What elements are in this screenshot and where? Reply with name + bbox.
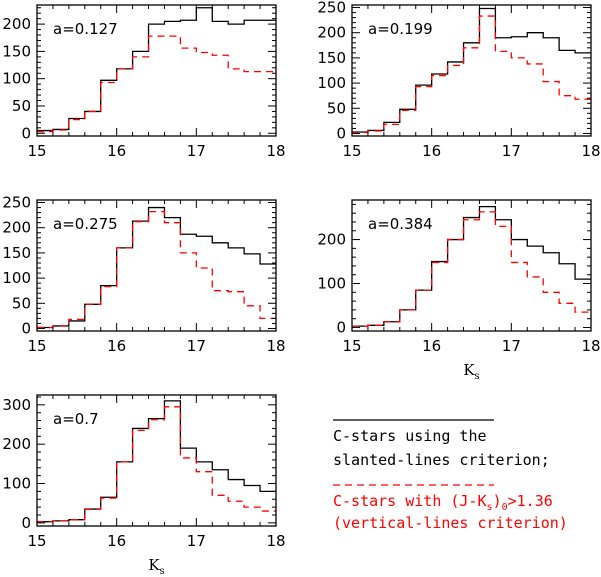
x-tick-label: 18	[266, 142, 285, 160]
series-slanted-line	[37, 206, 276, 329]
panel-1: 15 16 17 18 0 50 100 150 200 a=0.127	[2, 4, 286, 160]
y-tick-label: 50	[12, 294, 31, 312]
legend: C-stars using the slanted-lines criterio…	[333, 419, 568, 532]
x-tick-label: 17	[187, 337, 206, 355]
y-tick-label: 0	[336, 318, 346, 336]
x-tick-label: 18	[581, 337, 600, 355]
x-tick-label: 18	[581, 142, 600, 160]
legend-vertical-line1-b: )	[493, 492, 502, 510]
legend-vertical-sub-0: 0	[502, 502, 508, 513]
x-tick-label: 15	[27, 532, 46, 550]
y-tick-label: 100	[2, 475, 31, 493]
series-vertical-line	[352, 15, 591, 134]
y-tick-label: 100	[2, 269, 31, 287]
panel-3: 15 16 17 18 0 50 100 150 200 250 a=0.275	[2, 194, 285, 355]
series-vertical-line	[352, 211, 591, 327]
y-tick-label: 100	[2, 70, 31, 88]
x-tick-label: 16	[422, 337, 441, 355]
y-tick-label: 250	[317, 0, 346, 17]
y-tick-label: 300	[2, 396, 31, 414]
x-tick-label: 16	[107, 142, 126, 160]
x-tick-label: 17	[502, 337, 521, 355]
panel-5: 15 16 17 18 0 100 200 300 a=0.7 Ks	[2, 394, 286, 577]
x-tick-label: 16	[107, 532, 126, 550]
x-tick-label: 18	[266, 532, 285, 550]
legend-vertical-line1-c: >1.36	[508, 492, 553, 510]
panel-2: 15 16 17 18 0 50 100 150 200 250 a=0.199	[317, 0, 600, 160]
legend-vertical-sub-s: s	[487, 502, 493, 513]
x-tick-label: 17	[502, 142, 521, 160]
y-tick-label: 150	[317, 49, 346, 67]
x-tick-label: 17	[187, 532, 206, 550]
x-tick-label: 15	[342, 142, 361, 160]
x-tick-label: 15	[27, 337, 46, 355]
x-axis-label-sub: s	[475, 371, 480, 382]
legend-slanted-line1: C-stars using the	[333, 427, 487, 445]
legend-vertical-line2: (vertical-lines criterion)	[333, 514, 568, 532]
y-tick-label: 50	[12, 97, 31, 115]
panel-annotation: a=0.199	[368, 20, 433, 38]
y-tick-label: 250	[2, 194, 31, 212]
y-tick-label: 200	[2, 435, 31, 453]
panel-frame	[36, 394, 277, 527]
x-axis-label-sub: s	[160, 566, 165, 577]
y-tick-label: 200	[2, 219, 31, 237]
legend-vertical-line1-a: C-stars with (J-K	[333, 492, 487, 510]
x-axis-label: Ks	[463, 361, 479, 382]
series-slanted-line	[352, 7, 591, 133]
series-vertical-line	[37, 35, 276, 133]
series-vertical-line	[37, 406, 276, 523]
panel-annotation: a=0.127	[53, 20, 118, 38]
y-tick-label: 0	[336, 124, 346, 142]
y-tick-label: 50	[327, 99, 346, 117]
y-tick-label: 200	[317, 231, 346, 249]
panel-frame	[36, 199, 277, 332]
panel-4: 15 16 17 18 0 100 200 a=0.384 Ks	[317, 199, 601, 382]
x-axis-label-main: K	[463, 361, 475, 379]
y-tick-label: 100	[317, 74, 346, 92]
y-tick-label: 200	[2, 15, 31, 33]
legend-slanted-line2: slanted-lines criterion;	[333, 451, 550, 469]
series-slanted-line	[37, 7, 276, 132]
x-tick-label: 15	[342, 337, 361, 355]
y-tick-label: 150	[2, 244, 31, 262]
x-tick-label: 16	[107, 337, 126, 355]
series-slanted-line	[37, 400, 276, 523]
x-tick-label: 15	[27, 142, 46, 160]
x-tick-label: 16	[422, 142, 441, 160]
panel-annotation: a=0.7	[53, 410, 99, 428]
y-tick-label: 0	[21, 124, 31, 142]
panel-annotation: a=0.384	[368, 215, 433, 233]
y-tick-label: 0	[21, 319, 31, 337]
panel-frame	[351, 4, 592, 137]
panel-frame	[36, 4, 277, 137]
y-tick-label: 150	[2, 42, 31, 60]
panel-annotation: a=0.275	[53, 215, 118, 233]
x-axis-label-main: K	[148, 556, 160, 574]
x-axis-label: Ks	[148, 556, 164, 577]
x-tick-label: 18	[266, 337, 285, 355]
y-tick-label: 100	[317, 275, 346, 293]
y-tick-label: 0	[21, 514, 31, 532]
x-tick-label: 17	[187, 142, 206, 160]
series-vertical-line	[37, 210, 276, 329]
legend-vertical-line1: C-stars with (J-Ks)0>1.36	[333, 492, 553, 513]
y-tick-label: 200	[317, 24, 346, 42]
